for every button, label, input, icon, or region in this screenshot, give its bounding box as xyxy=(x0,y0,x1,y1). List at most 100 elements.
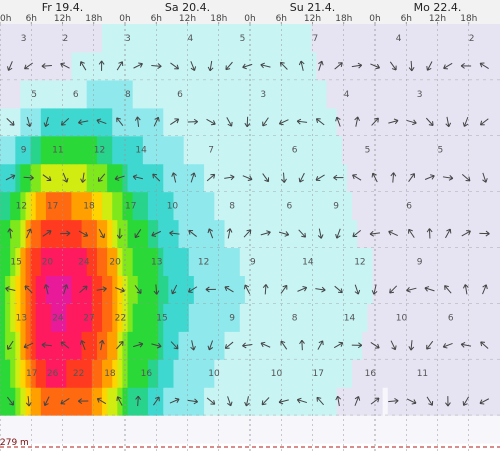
arrow-head xyxy=(43,284,50,289)
heatmap-cell xyxy=(377,415,384,444)
heatmap-cell xyxy=(168,303,175,332)
heatmap-cell xyxy=(326,163,333,193)
heatmap-cell xyxy=(489,219,496,249)
heatmap-cell xyxy=(153,247,159,276)
arrow-shaft xyxy=(242,175,253,180)
heatmap-cell xyxy=(301,219,307,249)
wind-arrow xyxy=(60,62,70,69)
heatmap-cell xyxy=(86,275,93,304)
heatmap-cell xyxy=(408,303,414,332)
heatmap-cell xyxy=(153,24,159,53)
heatmap-cell xyxy=(40,247,47,276)
heatmap-cell xyxy=(168,24,175,53)
heatmap-cell xyxy=(153,191,159,221)
heatmap-cell xyxy=(275,24,282,53)
heatmap-cell xyxy=(285,275,292,304)
heatmap-cell xyxy=(464,107,470,137)
arrow-shaft xyxy=(264,284,267,295)
wind-arrow xyxy=(187,398,198,405)
arrow-shaft xyxy=(226,117,233,127)
heatmap-cell xyxy=(163,79,169,109)
arrow-shaft xyxy=(262,117,269,127)
heatmap-cell xyxy=(40,191,47,221)
heatmap-cell xyxy=(204,415,210,444)
heatmap-cell xyxy=(474,387,481,416)
heatmap-cell xyxy=(382,163,389,193)
heatmap-cell xyxy=(306,247,312,276)
heatmap-cell xyxy=(178,415,185,444)
heatmap-cell xyxy=(137,415,144,444)
heatmap-cell xyxy=(147,191,154,221)
heatmap-cell xyxy=(250,24,256,53)
wind-arrow xyxy=(133,341,144,348)
heatmap-cell xyxy=(494,415,500,444)
arrow-head xyxy=(333,174,338,181)
heatmap-cell xyxy=(387,331,394,360)
wind-speed-label: 13 xyxy=(16,313,27,323)
arrow-head xyxy=(261,400,267,406)
wind-arrow xyxy=(7,228,14,239)
heatmap-cell xyxy=(112,135,118,165)
heatmap-cell xyxy=(91,191,98,221)
heatmap-cell xyxy=(423,163,430,193)
arrow-head xyxy=(445,122,452,128)
heatmap-cell xyxy=(341,387,348,416)
wind-speed-label: 10 xyxy=(396,313,408,323)
heatmap-cell xyxy=(260,275,266,304)
heatmap-cell xyxy=(96,163,103,193)
heatmap-cell xyxy=(56,275,62,304)
heatmap-cell xyxy=(295,191,302,221)
heatmap-cell xyxy=(45,107,52,137)
heatmap-cell xyxy=(112,359,118,388)
arrow-shaft xyxy=(390,340,396,350)
heatmap-cell xyxy=(341,163,348,193)
heatmap-cell xyxy=(147,219,154,249)
arrow-head xyxy=(408,66,415,72)
wind-speed-label: 17 xyxy=(313,369,324,379)
heatmap-cell xyxy=(163,331,169,360)
arrow-shaft xyxy=(426,340,434,350)
heatmap-cell xyxy=(474,191,481,221)
arrow-shaft xyxy=(188,230,197,237)
arrow-shaft xyxy=(206,173,216,182)
heatmap-cell xyxy=(280,303,287,332)
heatmap-cell xyxy=(224,275,231,304)
heatmap-cell xyxy=(96,219,103,249)
heatmap-cell xyxy=(326,247,333,276)
heatmap-cell xyxy=(326,303,333,332)
heatmap-cell xyxy=(418,247,425,276)
wind-speed-label: 9 xyxy=(333,202,339,212)
heatmap-cell xyxy=(117,79,124,109)
heatmap-cell xyxy=(5,163,11,193)
arrow-head xyxy=(10,174,16,180)
heatmap-cell xyxy=(107,387,113,416)
wind-arrow xyxy=(317,228,324,239)
wind-arrow xyxy=(315,118,325,126)
wind-arrow xyxy=(262,173,270,183)
wind-arrow xyxy=(281,172,287,183)
heatmap-cell xyxy=(346,135,353,165)
wind-arrow xyxy=(151,230,162,237)
arrow-head xyxy=(116,117,121,123)
heatmap-cell xyxy=(443,359,450,388)
arrow-head xyxy=(375,63,381,70)
heatmap-cell xyxy=(270,359,277,388)
heatmap-cell xyxy=(71,135,78,165)
heatmap-cell xyxy=(295,247,302,276)
wind-arrow xyxy=(316,396,324,406)
heatmap-cell xyxy=(214,135,220,165)
wind-arrow xyxy=(190,340,196,351)
heatmap-cell xyxy=(469,359,476,388)
wind-arrow xyxy=(445,396,451,407)
heatmap-cell xyxy=(219,275,226,304)
arrow-head xyxy=(299,339,305,345)
wind-speed-label: 14 xyxy=(302,257,314,267)
arrow-shaft xyxy=(224,286,234,293)
heatmap-cell xyxy=(250,359,256,388)
heatmap-cell xyxy=(494,24,500,53)
heatmap-cell xyxy=(443,415,450,444)
hour-label: 12h xyxy=(304,14,321,24)
heatmap-cell xyxy=(250,247,256,276)
arrow-shaft xyxy=(60,63,70,69)
heatmap-cell xyxy=(209,415,215,444)
